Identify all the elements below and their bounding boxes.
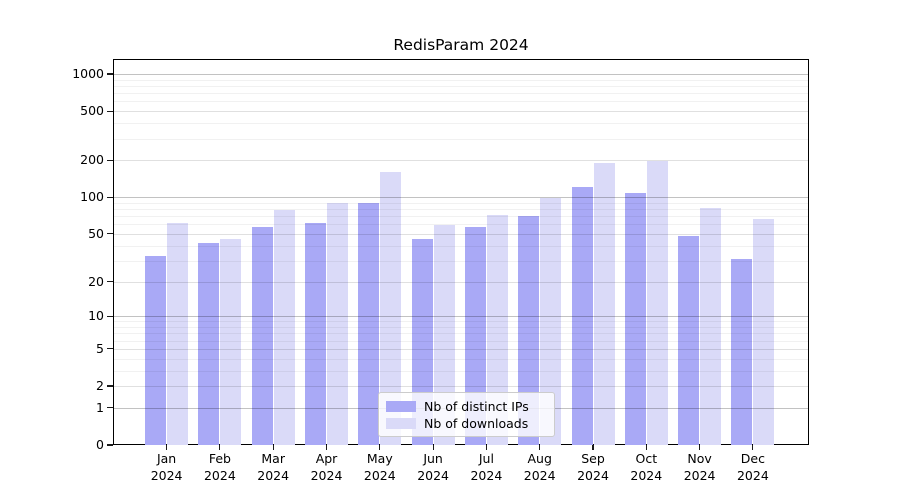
- x-tick-label-0: Jan 2024: [150, 451, 183, 483]
- x-tick-label-2: Mar 2024: [257, 451, 290, 483]
- legend-row-distinct-ips: Nb of distinct IPs: [386, 398, 546, 415]
- x-tick-mark-8: [592, 445, 594, 450]
- x-tick-mark-0: [166, 445, 168, 450]
- legend-swatch-downloads: [386, 418, 416, 429]
- legend-label-distinct-ips: Nb of distinct IPs: [424, 399, 529, 414]
- x-tick-mark-9: [645, 445, 647, 450]
- x-tick-mark-11: [752, 445, 754, 450]
- legend-label-downloads: Nb of downloads: [424, 416, 529, 431]
- y-tick-label-100: 100: [80, 189, 104, 205]
- y-tick-label-10: 10: [88, 308, 104, 324]
- x-tick-mark-10: [699, 445, 701, 450]
- y-tick-label-1000: 1000: [72, 66, 104, 81]
- y-tick-label-50: 50: [88, 225, 104, 241]
- y-tick-label-0: 0: [96, 437, 104, 452]
- x-tick-label-4: May 2024: [363, 451, 396, 483]
- x-tick-label-3: Apr 2024: [310, 451, 343, 483]
- y-tick-label-2: 2: [96, 378, 104, 393]
- x-tick-label-1: Feb 2024: [203, 451, 236, 483]
- legend-swatch-distinct-ips: [386, 401, 416, 412]
- x-tick-label-7: Aug 2024: [523, 451, 556, 483]
- y-tick-label-20: 20: [88, 273, 104, 289]
- x-tick-label-9: Oct 2024: [630, 451, 663, 483]
- x-tick-mark-2: [272, 445, 274, 450]
- y-tick-label-1: 1: [96, 399, 104, 415]
- x-tick-mark-5: [432, 445, 434, 450]
- x-tick-mark-3: [325, 445, 328, 450]
- chart-title: RedisParam 2024: [393, 36, 529, 54]
- x-tick-label-11: Dec 2024: [736, 451, 769, 483]
- legend: Nb of distinct IPs Nb of downloads: [378, 392, 555, 437]
- x-tick-mark-4: [379, 445, 381, 450]
- x-tick-label-8: Sep 2024: [577, 451, 609, 483]
- plot-area: [113, 59, 809, 445]
- legend-row-downloads: Nb of downloads: [386, 415, 546, 432]
- x-tick-mark-7: [539, 445, 541, 450]
- x-tick-mark-1: [219, 445, 221, 450]
- y-tick-label-5: 5: [96, 340, 104, 356]
- x-tick-label-5: Jun 2024: [417, 451, 449, 483]
- x-tick-label-6: Jul 2024: [470, 451, 503, 483]
- x-tick-mark-6: [485, 445, 487, 450]
- x-tick-label-10: Nov 2024: [683, 451, 716, 483]
- y-tick-label-500: 500: [80, 103, 104, 119]
- y-tick-label-200: 200: [80, 152, 104, 168]
